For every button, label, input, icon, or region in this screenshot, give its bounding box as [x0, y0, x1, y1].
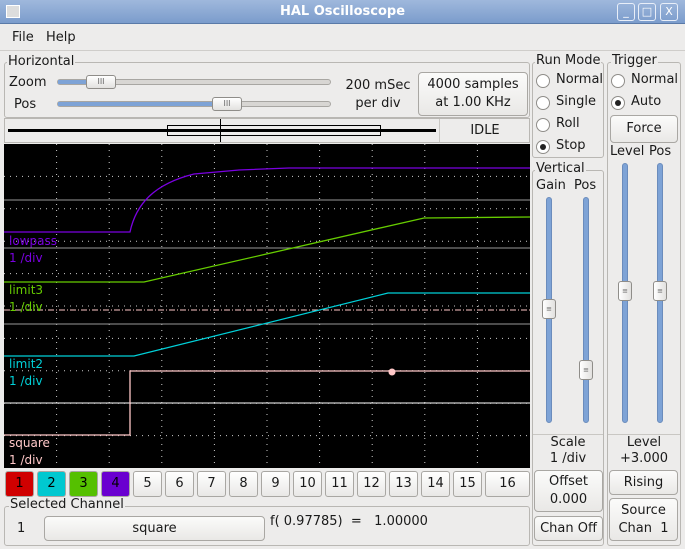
trigger-source-value: Chan 1 [618, 520, 669, 536]
chan-off-button[interactable]: Chan Off [534, 516, 603, 541]
trigger-source-button[interactable]: Source Chan 1 [609, 498, 678, 541]
offset-value: 0.000 [549, 492, 588, 507]
window-menu-icon[interactable] [6, 5, 20, 18]
run-mode-option-single[interactable]: Single [556, 94, 596, 109]
channel-button-6[interactable]: 6 [165, 471, 194, 497]
trigger-level-value: +3.000 [619, 451, 669, 466]
channel-button-3[interactable]: 3 [69, 471, 98, 497]
gain-slider-thumb[interactable]: ≡ [542, 299, 556, 319]
trigger-point-marker[interactable] [388, 368, 396, 376]
trigger-source-caption: Source [621, 502, 666, 518]
trace-limit3 [4, 216, 530, 283]
zoom-label: Zoom [9, 75, 47, 90]
pos-label: Pos [14, 97, 37, 112]
time-per-div-value: 200 mSec [345, 78, 411, 93]
time-per-div: 200 mSec per div [338, 77, 418, 113]
pos-slider-thumb[interactable]: III [212, 97, 242, 111]
gain-label: Gain [536, 178, 566, 193]
scope-display[interactable] [4, 144, 530, 468]
channel-button-4[interactable]: 4 [101, 471, 130, 497]
channel-button-8[interactable]: 8 [229, 471, 258, 497]
menu-help[interactable]: Help [46, 30, 76, 45]
offset-caption: Offset [548, 474, 589, 489]
channel-button-1[interactable]: 1 [5, 471, 34, 497]
channel-button-5[interactable]: 5 [133, 471, 162, 497]
channel-button-9[interactable]: 9 [261, 471, 290, 497]
zoom-slider-thumb[interactable]: III [86, 75, 116, 89]
trigger-level-readout: Level +3.000 [608, 435, 680, 467]
run-mode-radio-normal[interactable] [536, 74, 550, 88]
run-mode-option-stop[interactable]: Stop [556, 138, 586, 153]
channel-button-12[interactable]: 12 [357, 471, 386, 497]
offset-button[interactable]: Offset 0.000 [534, 470, 603, 512]
menu-bar: File Help [0, 24, 685, 51]
horizontal-frame [4, 62, 530, 118]
scale-value: 1 /div [549, 451, 587, 466]
scale-caption: Scale [550, 435, 586, 450]
samples-count: 4000 samples [427, 77, 519, 92]
trigger-marker [220, 119, 221, 142]
trigger-pos-label: Pos [649, 144, 672, 159]
channel-button-11[interactable]: 11 [325, 471, 354, 497]
view-window[interactable] [167, 125, 381, 136]
trigger-mode-radio-normal[interactable] [611, 74, 625, 88]
selected-channel-number: 1 [17, 521, 26, 536]
window-title: HAL Oscilloscope [279, 4, 406, 19]
run-mode-option-normal[interactable]: Normal [556, 72, 604, 87]
channel-button-15[interactable]: 15 [453, 471, 482, 497]
trigger-mode-option-auto[interactable]: Auto [631, 94, 662, 109]
record-overview: IDLE [4, 118, 530, 143]
run-mode-label: Run Mode [535, 53, 602, 68]
channel-button-10[interactable]: 10 [293, 471, 322, 497]
run-mode-radio-single[interactable] [536, 96, 550, 110]
vertical-pos-slider[interactable] [583, 197, 589, 423]
channel-button-16[interactable]: 16 [485, 471, 530, 497]
trigger-edge-button[interactable]: Rising [609, 470, 678, 495]
trigger-level-caption: Level [626, 435, 662, 450]
run-mode-option-roll[interactable]: Roll [556, 116, 580, 131]
vertical-label: Vertical [535, 161, 586, 176]
vertical-pos-label: Pos [574, 178, 597, 193]
title-bar: HAL Oscilloscope _ □ X [0, 0, 685, 24]
value-readout: f( 0.97785) = 1.00000 [270, 514, 428, 529]
trigger-label: Trigger [611, 53, 658, 68]
trigger-mode-option-normal[interactable]: Normal [631, 72, 679, 87]
horizontal-label: Horizontal [7, 54, 76, 69]
trace-limit2 [4, 292, 530, 357]
run-mode-radio-stop[interactable] [536, 140, 550, 154]
trigger-level-thumb[interactable]: ≡ [618, 281, 632, 301]
channel-button-7[interactable]: 7 [197, 471, 226, 497]
run-mode-radio-roll[interactable] [536, 118, 550, 132]
trigger-pos-thumb[interactable]: ≡ [653, 281, 667, 301]
selected-channel-frame [4, 506, 530, 546]
trace-square [4, 370, 530, 436]
sample-rate: at 1.00 KHz [435, 95, 511, 110]
channel-button-2[interactable]: 2 [37, 471, 66, 497]
selected-channel-label: Selected Channel [9, 497, 125, 512]
pos-slider[interactable] [57, 101, 331, 107]
minimize-button[interactable]: _ [617, 3, 635, 21]
record-bar [8, 129, 436, 132]
samples-button[interactable]: 4000 samples at 1.00 KHz [418, 72, 528, 116]
channel-button-14[interactable]: 14 [421, 471, 450, 497]
time-per-div-unit: per div [355, 96, 401, 111]
trigger-mode-radio-auto[interactable] [611, 96, 625, 110]
scope-status: IDLE [470, 123, 500, 138]
close-button[interactable]: X [660, 3, 678, 21]
maximize-button[interactable]: □ [638, 3, 656, 21]
channel-button-13[interactable]: 13 [389, 471, 418, 497]
vertical-pos-thumb[interactable]: ≡ [579, 360, 593, 380]
zoom-slider[interactable] [57, 79, 331, 85]
trace-lowpass [4, 167, 530, 233]
scale-readout: Scale 1 /div [533, 435, 603, 467]
channel-source-button[interactable]: square [44, 516, 265, 541]
force-trigger-button[interactable]: Force [610, 115, 678, 143]
trigger-level-label: Level [610, 144, 645, 159]
menu-file[interactable]: File [12, 30, 34, 45]
